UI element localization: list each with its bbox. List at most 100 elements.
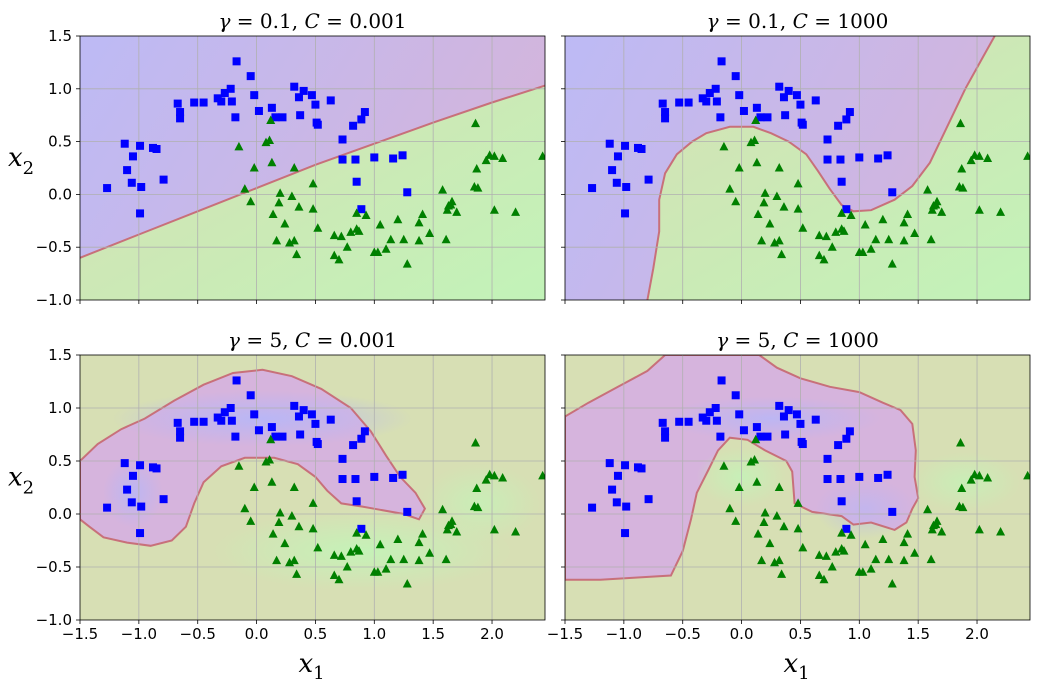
point-class0-square xyxy=(267,423,276,432)
point-class1-triangle xyxy=(866,564,876,573)
point-class1-triangle xyxy=(751,434,761,444)
point-class1-triangle xyxy=(336,551,346,560)
point-class0-square xyxy=(792,410,801,419)
point-class1-triangle xyxy=(375,539,385,549)
point-class0-square xyxy=(837,497,846,506)
ticks: −1.5 −1.0 −0.5 0.0 0.5 1.0 1.5 2.0 xyxy=(547,354,989,643)
point-class1-triangle xyxy=(777,569,787,578)
point-class1-triangle xyxy=(489,470,499,480)
axes-frame xyxy=(564,35,1031,301)
point-class1-triangle xyxy=(381,564,391,573)
point-class1-triangle xyxy=(974,205,984,214)
point-class0-square xyxy=(784,406,793,415)
point-class0-square xyxy=(608,485,617,494)
point-class0-square xyxy=(702,97,711,106)
point-class1-triangle xyxy=(752,157,762,167)
point-class1-triangle xyxy=(878,534,888,543)
subplot-title: γ = 5, C = 1000 xyxy=(716,328,879,352)
point-class0-square xyxy=(290,401,299,410)
point-class1-triangle xyxy=(923,185,933,194)
point-class1-triangle xyxy=(246,516,256,525)
point-class0-square xyxy=(792,91,801,100)
subplot-gamma-0.1-c-0.001: −1.0 −0.5 0.0 0.5 1.0 1.5 γ = 0.1, C = 0.001 x2 xyxy=(8,9,546,309)
y-tick-label: 0.0 xyxy=(48,185,72,203)
point-class0-square xyxy=(250,91,259,100)
point-class1-triangle xyxy=(725,503,735,513)
point-class0-square xyxy=(103,503,112,512)
point-class0-square xyxy=(644,175,653,184)
point-class1-triangle xyxy=(275,507,285,517)
point-class1-triangle xyxy=(932,516,942,525)
point-class1-triangle xyxy=(866,244,876,253)
point-class0-square xyxy=(842,205,851,214)
point-class1-triangle xyxy=(265,454,275,464)
y-tick-label: −0.5 xyxy=(36,558,72,576)
point-class1-triangle xyxy=(313,542,323,552)
point-class0-square xyxy=(834,441,843,450)
point-class0-square xyxy=(357,524,366,533)
point-class1-triangle xyxy=(414,537,424,547)
point-class0-square xyxy=(128,471,137,480)
point-class0-square xyxy=(299,406,308,415)
point-class1-triangle xyxy=(280,218,290,228)
point-class0-square xyxy=(120,459,129,468)
point-class1-triangle xyxy=(793,178,803,188)
point-class1-triangle xyxy=(287,191,297,201)
point-class1-triangle xyxy=(266,434,276,444)
point-class0-square xyxy=(389,154,398,163)
axes-frame xyxy=(79,35,546,301)
point-class1-triangle xyxy=(308,204,318,213)
point-class1-triangle xyxy=(473,183,483,192)
point-class1-triangle xyxy=(974,151,984,160)
x-tick-label: 1.5 xyxy=(906,625,930,643)
point-class1-triangle xyxy=(346,547,356,556)
y-tick-label: 1.5 xyxy=(48,346,72,364)
y-tick-label: −0.5 xyxy=(36,238,72,256)
point-class1-triangle xyxy=(472,164,482,173)
point-class1-triangle xyxy=(760,188,770,197)
point-class0-square xyxy=(763,113,772,122)
point-class0-square xyxy=(231,432,240,441)
x-tick-label: 0.5 xyxy=(789,625,813,643)
point-class1-triangle xyxy=(511,527,521,536)
point-class0-square xyxy=(254,106,263,115)
point-class0-square xyxy=(250,410,259,419)
point-class0-square xyxy=(836,475,845,484)
x-tick-label: 2.0 xyxy=(480,625,504,643)
point-class1-triangle xyxy=(899,555,909,565)
point-class0-square xyxy=(739,426,748,435)
point-class0-square xyxy=(717,376,726,385)
point-class1-triangle xyxy=(414,235,424,245)
point-class1-triangle xyxy=(837,208,847,217)
point-class1-triangle xyxy=(814,230,824,240)
y-tick-label: −1.0 xyxy=(36,611,72,629)
point-class1-triangle xyxy=(414,217,424,227)
point-class1-triangle xyxy=(402,578,412,588)
point-class1-triangle xyxy=(249,482,259,491)
x-axis-label: x1 xyxy=(299,649,325,684)
point-class1-triangle xyxy=(927,205,937,214)
point-class0-square xyxy=(796,100,805,109)
point-class0-square xyxy=(675,417,684,426)
point-class1-triangle xyxy=(381,244,391,253)
point-class1-triangle xyxy=(858,567,868,576)
point-class1-triangle xyxy=(452,527,462,536)
point-class0-square xyxy=(338,475,347,484)
point-class1-triangle xyxy=(734,482,744,491)
point-class0-square xyxy=(271,113,280,122)
point-class0-square xyxy=(612,498,621,507)
point-class0-square xyxy=(351,155,360,164)
point-class0-square xyxy=(352,177,361,186)
point-class1-triangle xyxy=(871,234,881,244)
point-class1-triangle xyxy=(489,524,499,534)
point-class0-square xyxy=(311,100,320,109)
ticks xyxy=(561,35,978,304)
point-class0-square xyxy=(711,404,720,412)
point-class0-square xyxy=(874,473,883,482)
point-class0-square xyxy=(136,529,145,538)
point-class1-triangle xyxy=(399,234,409,244)
point-class0-square xyxy=(717,57,726,66)
point-class1-triangle xyxy=(308,178,318,188)
point-class0-square xyxy=(267,103,276,112)
